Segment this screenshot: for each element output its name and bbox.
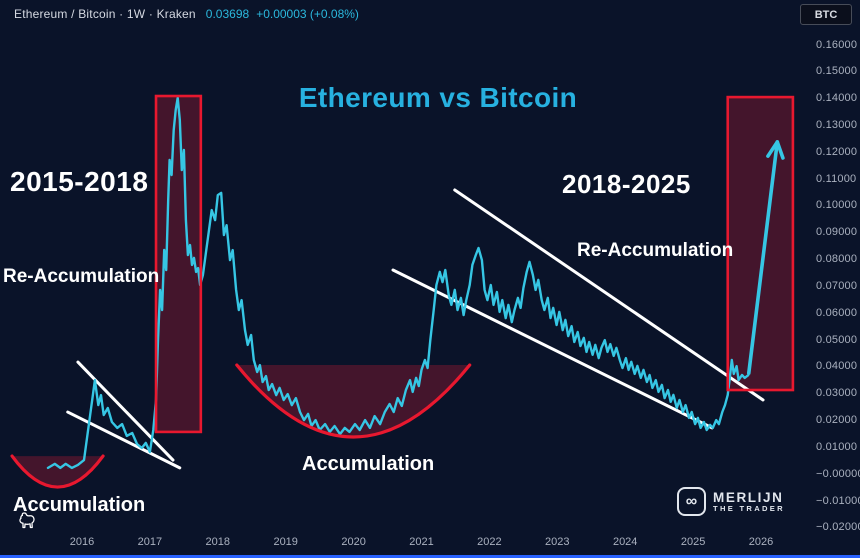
bottom-accent-bar (0, 555, 860, 558)
y-axis-label: −0.01000 (816, 494, 860, 507)
accumulation-cup-arc[interactable] (10, 454, 105, 489)
y-axis-label: 0.15000 (816, 65, 858, 78)
projection-arrow-head (766, 140, 785, 160)
y-axis-label: 0.05000 (816, 333, 858, 346)
last-price: 0.03698 (205, 7, 250, 21)
symbol-title[interactable]: Ethereum / Bitcoin · 1W · Kraken (14, 7, 196, 21)
infinity-logo-icon: ∞ (677, 487, 706, 516)
dino-icon (19, 512, 35, 529)
x-axis-label: 2019 (273, 536, 298, 548)
time-scale[interactable]: 2016 2017 2018 2019 2020 2021 2022 2023 2024 2025… (0, 534, 860, 554)
x-axis-label: 2024 (612, 536, 638, 548)
annotation-reaccumulation-right: Re-Accumulation (577, 240, 734, 261)
brand-subtitle: THE TRADER (713, 503, 785, 513)
trendline[interactable] (453, 188, 765, 402)
highlight-box-border[interactable] (154, 94, 203, 434)
annotation-period-2018-2025: 2018-2025 (562, 169, 691, 199)
y-axis-label: 0.10000 (816, 199, 858, 212)
merlijn-the-trader-logo: ∞ MERLIJN THE TRADER (677, 487, 785, 516)
y-axis-label: −0.02000 (816, 521, 860, 534)
trendline[interactable] (391, 268, 714, 430)
trendline[interactable] (76, 360, 175, 462)
x-axis-label: 2018 (205, 536, 231, 548)
y-axis-label: 0.03000 (816, 387, 858, 400)
x-axis-label: 2022 (477, 536, 502, 548)
y-axis-label: 0.08000 (816, 253, 858, 266)
x-axis-label: 2026 (748, 536, 774, 548)
y-axis-label: −0.00000 (816, 467, 860, 480)
x-axis-label: 2023 (545, 536, 570, 548)
y-axis-label: 0.04000 (816, 360, 858, 373)
y-axis-label: 0.09000 (816, 226, 858, 239)
x-axis-label: 2021 (409, 536, 434, 548)
brand-name: MERLIJN (713, 489, 784, 505)
price-change: +0.00003 (+0.08%) (256, 7, 359, 21)
annotation-accumulation-mid: Accumulation (302, 453, 435, 475)
x-axis-label: 2025 (680, 536, 706, 548)
highlight-box-fill (727, 97, 793, 391)
annotation-reaccumulation-left: Re-Accumulation (3, 266, 160, 287)
y-axis-label: 0.11000 (816, 172, 857, 185)
y-axis-label: 0.02000 (816, 414, 858, 427)
y-axis-label: 0.06000 (816, 306, 858, 319)
y-axis-label: 0.07000 (816, 279, 858, 292)
trendline[interactable] (66, 410, 182, 470)
annotation-accumulation-left: Accumulation (13, 494, 146, 516)
y-axis-label: 0.14000 (816, 92, 858, 105)
currency-toggle-button[interactable]: BTC (800, 4, 852, 25)
x-axis-label: 2017 (137, 536, 163, 548)
y-axis-label: 0.16000 (816, 38, 858, 51)
y-axis-label: 0.13000 (816, 118, 858, 131)
x-axis-label: 2020 (341, 536, 366, 548)
price-scale[interactable]: 0.16000 0.15000 0.14000 0.13000 0.12000 0.110… (816, 0, 860, 558)
y-axis-label: 0.01000 (816, 440, 858, 453)
x-axis-label: 2016 (69, 536, 95, 548)
highlight-box-border[interactable] (726, 95, 795, 392)
y-axis-label: 0.12000 (816, 145, 858, 158)
accumulation-cup-arc[interactable] (235, 363, 472, 439)
annotation-period-2015-2018: 2015-2018 (10, 166, 149, 197)
projection-arrow-shaft[interactable] (746, 140, 780, 375)
price-line (46, 96, 750, 470)
chart-header: Ethereum / Bitcoin · 1W · Kraken 0.03698… (0, 0, 860, 28)
chart-title: Ethereum vs Bitcoin (298, 82, 578, 113)
